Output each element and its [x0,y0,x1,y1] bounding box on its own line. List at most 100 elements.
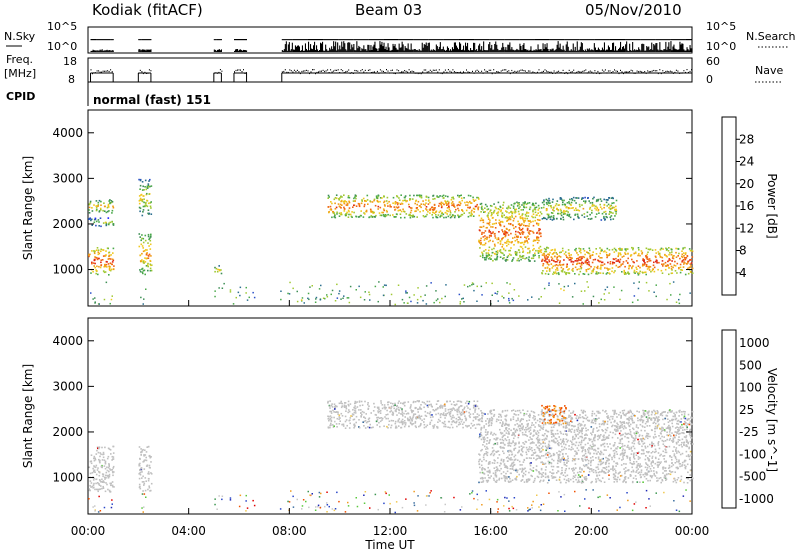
power-point [528,225,530,227]
nsky-bar [602,49,604,52]
power-point [518,232,521,234]
power-point [595,205,597,208]
nsearch-point [111,39,113,41]
velocity-point [655,436,657,438]
nsky-bar [371,50,373,52]
power-point [480,217,483,220]
nave-point [401,71,403,73]
power-point [591,254,594,256]
nsearch-point [482,39,484,41]
power-point [580,267,582,270]
nsky-bar [406,48,408,52]
velocity-point [402,422,404,425]
nsky-bar [407,43,409,52]
power-point [536,237,539,240]
power-point [536,222,538,225]
nsearch-point [510,39,512,41]
power-point [495,219,497,221]
nsearch-point [620,39,621,41]
power-colorbar-label: Power [dB] [765,173,779,238]
power-point [145,201,147,204]
nsearch-point [386,39,388,41]
power-point [141,267,144,270]
power-point [665,247,667,250]
power-point [141,181,144,183]
power-point [668,253,670,256]
power-point [532,209,534,212]
velocity-point [99,452,102,454]
velocity-point [440,413,442,415]
nsky-bar [379,41,381,52]
nsky-bar [466,46,468,52]
power-point [336,283,338,286]
power-point [443,203,445,206]
nsearch-point [487,39,489,41]
nsearch-point [366,39,368,41]
power-point [585,270,588,273]
power-point [303,302,305,304]
velocity-point [420,408,423,410]
nsearch-point [520,39,522,41]
power-point [600,268,602,270]
power-point [469,214,472,217]
velocity-point [448,420,451,423]
velocity-point [359,404,361,407]
nsearch-point [513,39,515,41]
nsearch-point [564,39,566,41]
nsearch-point [317,39,318,41]
nsearch-point [648,39,650,41]
power-point [217,268,219,271]
power-point [345,204,348,206]
velocity-point [340,400,342,403]
power-point [99,217,102,219]
power-point [633,261,635,264]
nsky-bar [367,44,369,52]
velocity-point [93,457,95,460]
power-point [562,211,565,213]
velocity-point [576,430,579,432]
nsky-bar [336,50,338,52]
colorbar-tick-label: 24 [739,155,754,169]
power-point [361,200,363,202]
power-point [548,216,550,218]
velocity-point [523,481,526,483]
nsearch-point [313,39,314,41]
power-point [98,265,100,268]
velocity-point [107,447,110,450]
nsearch-point [246,39,247,41]
power-point [529,206,532,209]
power-point [409,207,412,209]
nave-point [96,70,98,72]
power-point [599,198,602,200]
power-point [322,297,325,299]
power-point [664,261,667,264]
velocity-point [429,414,432,416]
power-point [405,290,407,292]
nave-point [361,69,363,71]
power-point [416,302,419,304]
power-point [447,203,450,205]
nave-point [653,69,655,72]
nsky-bar [104,50,106,52]
nsearch-point [640,39,642,41]
nsky-bar [401,41,403,52]
nsearch-point [406,39,408,41]
power-point [578,262,581,265]
power-point [425,202,427,204]
velocity-point [348,404,350,407]
nsearch-point [368,39,370,41]
nsky-bar [138,49,140,52]
velocity-point [367,408,369,410]
velocity-point [99,455,101,458]
nsky-bar [490,48,492,52]
power-point [491,213,493,216]
velocity-point [381,407,384,410]
velocity-point [110,453,112,455]
velocity-point [102,475,104,478]
velocity-point [341,402,344,405]
power-point [502,257,504,260]
nsearch-point [521,39,523,41]
velocity-point [414,401,417,403]
power-point [100,264,103,266]
nave-point [383,70,384,73]
